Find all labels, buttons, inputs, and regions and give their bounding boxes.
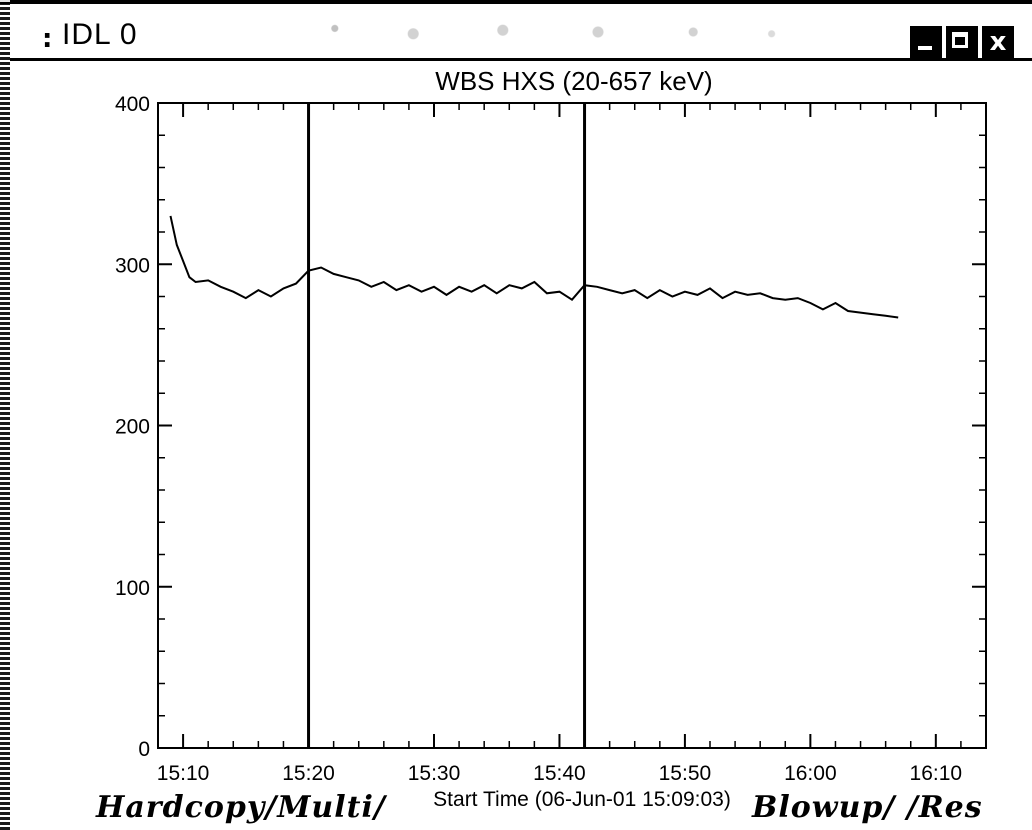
x-tick-label: 16:00 <box>784 762 837 785</box>
x-tick-label: 16:10 <box>910 762 963 785</box>
close-button[interactable]: x <box>982 26 1014 58</box>
plot-frame <box>157 102 987 749</box>
window-title: IDL 0 <box>62 18 138 51</box>
x-axis-label: Start Time (06-Jun-01 15:09:03) <box>433 788 731 811</box>
y-tick-label: 400 <box>115 93 150 116</box>
x-tick-label: 15:20 <box>282 762 335 785</box>
window-frame-left <box>0 0 10 830</box>
y-tick-label: 100 <box>115 577 150 600</box>
x-tick-label: 15:40 <box>533 762 586 785</box>
hardcopy-multi-menu[interactable]: Hardcopy/Multi/ <box>96 790 386 825</box>
minimize-button[interactable] <box>910 26 942 58</box>
y-tick-label: 0 <box>138 738 150 761</box>
title-bar[interactable]: : IDL 0 x <box>10 4 1032 61</box>
x-tick-label: 15:30 <box>408 762 461 785</box>
vertical-markers <box>307 103 587 748</box>
blowup-reset-menu[interactable]: Blowup/ /Res <box>752 790 983 825</box>
y-tick-label: 300 <box>115 254 150 277</box>
y-tick-label: 200 <box>115 416 150 439</box>
series-line <box>169 215 899 319</box>
x-axis: 15:10 15:20 15:30 15:40 15:50 16:00 16:10 <box>157 103 987 785</box>
x-tick-label: 15:10 <box>157 762 210 785</box>
y-axis: 0 100 200 300 400 <box>115 93 986 761</box>
maximize-button[interactable] <box>946 26 978 58</box>
title-grip-icon: : <box>42 24 53 54</box>
window-frame-top <box>0 0 1032 4</box>
title-bar-pattern <box>290 14 850 50</box>
x-tick-label: 15:50 <box>659 762 712 785</box>
chart-title: WBS HXS (20-657 keV) <box>435 66 712 96</box>
